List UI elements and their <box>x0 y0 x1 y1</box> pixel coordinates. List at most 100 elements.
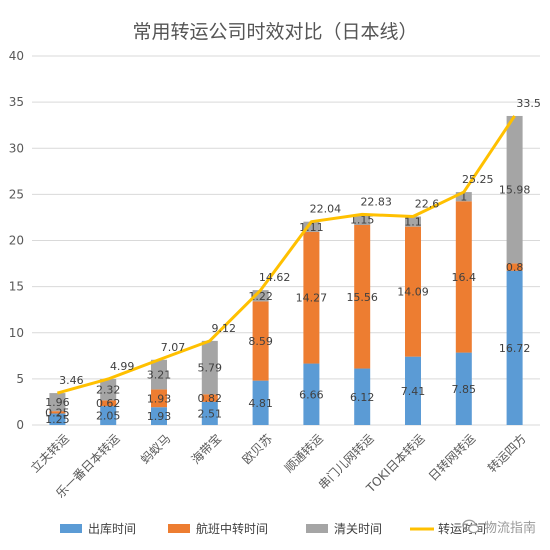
bar-segment <box>49 413 66 425</box>
bar-segment <box>506 270 523 425</box>
bar-segment <box>303 231 320 364</box>
bar-segment <box>49 393 66 412</box>
legend-swatch <box>306 524 328 533</box>
legend-label: 航班中转时间 <box>196 521 268 536</box>
total-line-label: 9.12 <box>212 322 237 335</box>
watermark: 物流指南 <box>462 517 536 536</box>
x-tick-label: 蚂蚁马 <box>137 431 173 467</box>
bar-segment <box>405 226 421 357</box>
gridlines <box>32 55 540 426</box>
bar-segment <box>405 356 421 425</box>
total-line-label: 7.07 <box>161 341 186 354</box>
bar-value-label: 1.93 <box>147 410 172 423</box>
bar-value-label: 5.79 <box>198 362 223 375</box>
y-tick-label: 40 <box>9 49 24 63</box>
bar-value-label: 0.8 <box>506 261 524 274</box>
bar-value-label: 1.25 <box>45 413 70 426</box>
y-tick-label: 35 <box>9 95 24 109</box>
bar-value-label: 0.82 <box>198 392 223 405</box>
legend-label: 出库时间 <box>88 521 136 536</box>
total-line-label: 4.99 <box>110 360 135 373</box>
bar-value-label: 3.21 <box>147 369 172 382</box>
bars <box>49 115 523 425</box>
bar-segment <box>354 214 371 226</box>
x-tick-label: 海带宝 <box>188 431 224 467</box>
bar-value-label: 15.98 <box>499 184 531 197</box>
bar-segment <box>303 363 320 425</box>
bar-value-label: 1.15 <box>350 214 375 227</box>
bar-segment <box>201 401 218 425</box>
bar-value-label: 2.51 <box>198 407 223 420</box>
x-tick-label: 欧贝苏 <box>240 431 275 466</box>
y-tick-label: 20 <box>9 234 24 248</box>
bar-segment <box>506 263 523 271</box>
y-tick-label: 15 <box>9 280 24 294</box>
y-axis-ticks: 0 5 10 15 20 25 30 35 40 <box>9 49 24 432</box>
y-tick-label: 10 <box>9 326 24 340</box>
bar-value-labels: 1.250.251.96 2.050.622.32 1.93 1.93 3.21 2.51… <box>45 184 530 427</box>
bar-segment <box>201 394 218 402</box>
bar-value-label: 2.05 <box>96 410 121 423</box>
x-tick-label: 转运四方 <box>484 431 529 476</box>
total-line-path <box>56 115 516 395</box>
bar-value-label: 2.32 <box>96 384 121 397</box>
y-tick-label: 0 <box>16 418 24 432</box>
x-tick-label: 立夫转运 <box>27 431 72 476</box>
y-tick-label: 5 <box>16 372 24 386</box>
watermark-text: 物流指南 <box>483 521 536 536</box>
legend: 出库时间 航班中转时间 清关时间 转运时间 <box>60 521 486 536</box>
legend-swatch <box>168 524 190 533</box>
bar-value-label: 1.96 <box>45 396 70 409</box>
bar-value-label: 14.09 <box>397 286 429 299</box>
bar-segment <box>455 352 472 425</box>
wechat-icon <box>462 519 480 533</box>
x-tick-label: 日转网转运 <box>425 431 478 484</box>
bar-segment <box>354 225 371 369</box>
bar-value-label: 16.4 <box>452 271 477 284</box>
bar-segment <box>252 380 269 425</box>
bar-segment <box>354 368 371 425</box>
total-line-label: 33.5 <box>516 97 541 110</box>
bar-value-label: 6.12 <box>350 391 375 404</box>
chart-title: 常用转运公司时效对比（日本线） <box>132 21 417 43</box>
bar-value-label: 1.93 <box>147 392 172 405</box>
total-line-label: 3.46 <box>59 374 84 387</box>
bar-segment <box>100 406 117 425</box>
total-line-label: 25.25 <box>462 173 494 186</box>
bar-segment <box>506 115 523 264</box>
x-tick-label: 顺通转运 <box>281 431 326 476</box>
bar-segment <box>151 407 167 425</box>
bar-segment <box>252 290 269 302</box>
bar-segment <box>201 340 218 395</box>
bar-segment <box>151 359 167 390</box>
total-line: 3.46 4.99 7.07 9.12 14.62 22.04 22.83 22.6 25.25… <box>56 97 541 395</box>
legend-label: 清关时间 <box>334 522 382 536</box>
bar-segment <box>151 389 167 408</box>
bar-value-label: 6.66 <box>299 388 324 401</box>
bar-value-label: 1 <box>460 191 467 204</box>
bar-value-label: 8.59 <box>248 335 273 348</box>
bar-value-label: 0.25 <box>45 406 70 419</box>
legend-swatch <box>60 524 82 533</box>
bar-value-label: 14.27 <box>296 292 328 305</box>
total-line-label: 22.6 <box>415 198 440 211</box>
bar-value-label: 4.81 <box>248 397 273 410</box>
total-line-label: 22.04 <box>310 203 342 216</box>
bar-value-label: 7.41 <box>401 385 426 398</box>
bar-segment <box>455 201 472 353</box>
bar-segment <box>49 411 66 414</box>
bar-segment <box>100 400 117 407</box>
bar-value-label: 1.1 <box>404 216 422 229</box>
bar-value-label: 16.72 <box>499 342 531 355</box>
bar-segment <box>455 192 472 202</box>
bar-value-label: 1.22 <box>248 290 273 303</box>
total-line-label: 22.83 <box>360 195 392 208</box>
bar-value-label: 0.62 <box>96 397 121 410</box>
bar-segment <box>100 378 117 401</box>
bar-segment <box>252 301 269 381</box>
y-tick-label: 30 <box>9 141 24 155</box>
bar-segment <box>405 216 421 227</box>
bar-value-label: 15.56 <box>346 291 378 304</box>
